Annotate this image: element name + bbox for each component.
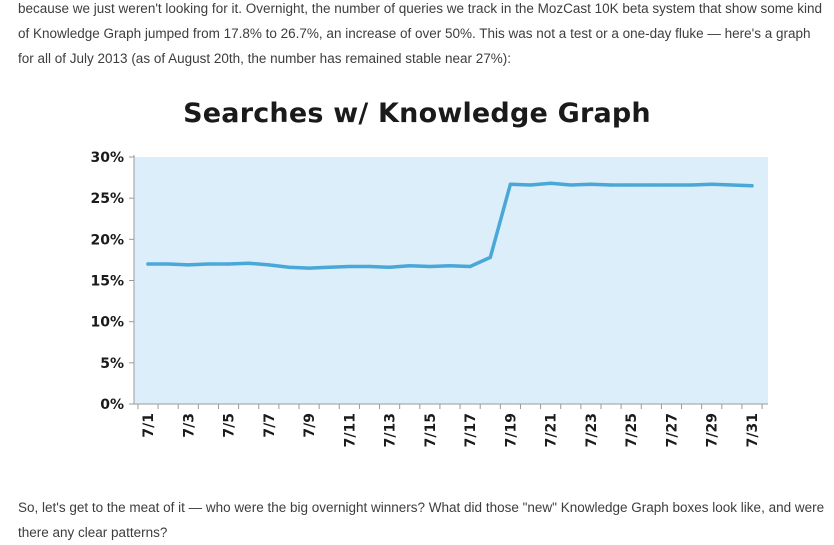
data-point [166, 262, 170, 266]
data-point [307, 266, 311, 270]
x-tick-label: 7/25 [624, 413, 640, 447]
data-point [327, 265, 331, 269]
data-point [388, 265, 392, 269]
x-tick-label: 7/11 [342, 413, 358, 447]
x-tick-label: 7/17 [463, 413, 479, 447]
data-point [710, 182, 714, 186]
data-point [629, 183, 633, 187]
x-tick-label: 7/7 [262, 413, 278, 438]
data-point [448, 264, 452, 268]
y-tick-label: 25% [90, 191, 124, 207]
data-point [508, 182, 512, 186]
data-point [730, 183, 734, 187]
data-point [589, 182, 593, 186]
data-point [146, 262, 150, 266]
intro-paragraph: because we just weren't looking for it. … [18, 1, 822, 66]
data-point [609, 183, 613, 187]
x-tick-label: 7/21 [544, 413, 560, 447]
x-axis-ticks: 7/1 7/3 7/5 7/7 7/9 7/11 7/13 7/15 7/17 7/19 7/21 7… [137, 404, 763, 447]
x-tick-label: 7/23 [584, 413, 600, 447]
chart-title: Searches w/ Knowledge Graph [183, 98, 651, 129]
x-tick-label: 7/29 [705, 413, 721, 447]
data-point [408, 264, 412, 268]
series [146, 181, 754, 270]
x-tick-label: 7/9 [302, 413, 318, 438]
data-point [206, 262, 210, 266]
y-tick-label: 5% [100, 356, 124, 372]
x-tick-label: 7/5 [222, 413, 238, 438]
data-point [750, 184, 754, 188]
data-point [247, 261, 251, 265]
data-point [287, 265, 291, 269]
y-tick-label: 20% [90, 232, 124, 248]
data-point [528, 183, 533, 187]
x-tick-label: 7/19 [503, 413, 519, 447]
data-point [367, 264, 372, 269]
data-point [549, 181, 553, 185]
data-point [488, 255, 492, 260]
x-tick-label: 7/31 [745, 413, 761, 447]
x-tick-label: 7/1 [141, 413, 157, 438]
data-point [428, 264, 432, 269]
data-point [569, 183, 573, 187]
y-tick-label: 15% [90, 274, 124, 290]
data-point [669, 183, 674, 187]
y-axis-ticks: 0% 5% 10% 15% 20% 25% 30% [90, 150, 134, 413]
x-tick-label: 7/15 [423, 413, 439, 447]
data-point [649, 183, 653, 187]
data-point [186, 263, 190, 267]
plot-background [134, 157, 768, 404]
data-point [267, 263, 271, 267]
y-tick-label: 0% [100, 397, 124, 413]
outro-paragraph: So, let's get to the meat of it — who we… [18, 500, 825, 540]
data-point [468, 264, 472, 269]
data-point [690, 183, 694, 187]
data-point [347, 264, 351, 269]
plot-area [134, 157, 768, 404]
x-tick-label: 7/13 [383, 413, 399, 447]
y-tick-label: 30% [90, 150, 124, 166]
y-tick-label: 10% [90, 315, 124, 331]
x-tick-label: 7/27 [664, 413, 680, 447]
data-point [226, 262, 231, 266]
x-tick-label: 7/3 [181, 413, 197, 438]
